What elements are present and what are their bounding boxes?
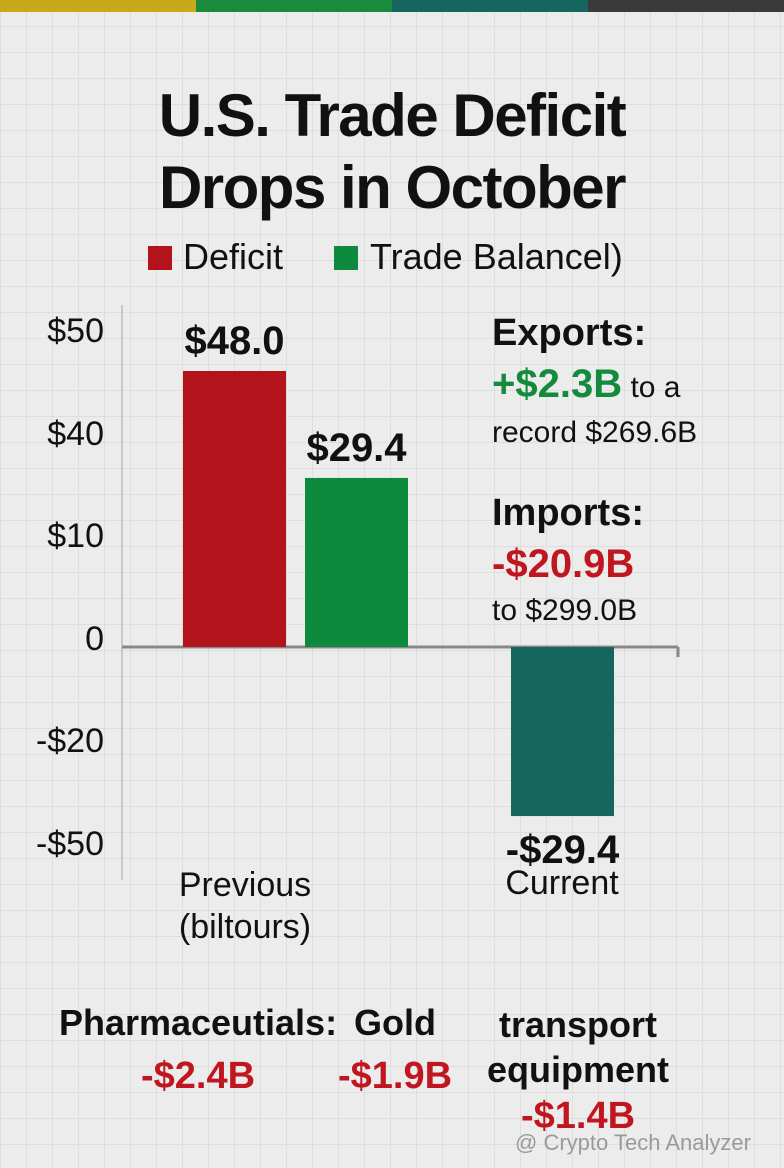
- bar: [511, 647, 614, 817]
- value-label: $29.4: [306, 425, 407, 470]
- item-value: -$2.4B: [140, 1055, 256, 1097]
- item-label: Pharmaceutials:: [58, 1002, 338, 1043]
- watermark: @ Crypto Tech Analyzer: [515, 1130, 751, 1155]
- legend-label: Trade Balancel): [370, 236, 623, 277]
- item-value: -$1.4B: [520, 1095, 636, 1137]
- y-axis-label: $40: [47, 414, 104, 453]
- title: U.S. Trade Deficit Drops in October: [158, 82, 627, 221]
- y-axis-label: -$20: [35, 722, 104, 761]
- x-tick-label: Current: [505, 864, 619, 902]
- y-axis-label: -$50: [35, 825, 104, 863]
- bar: [305, 477, 408, 647]
- legend-swatch: [148, 246, 172, 270]
- y-axis-label: 0: [85, 619, 104, 658]
- imports-change: -$20.9B: [492, 542, 635, 586]
- exports-text: record $269.6B: [492, 416, 698, 449]
- strip: [392, 0, 588, 12]
- strip: [0, 0, 196, 12]
- y-axis-label: $50: [47, 312, 104, 350]
- item-value: -$1.9B: [337, 1055, 453, 1097]
- exports-heading: Exports:: [492, 312, 647, 354]
- item-label: transport equipment: [486, 1004, 669, 1090]
- exports-change: +$2.3B: [492, 362, 623, 406]
- legend-label: Deficit: [183, 236, 284, 277]
- legend-swatch: [334, 246, 358, 270]
- imports-text: to $299.0B: [492, 594, 638, 627]
- strip: [196, 0, 392, 12]
- x-tick-label: Previous (biltours): [178, 866, 312, 946]
- imports-heading: Imports:: [492, 492, 644, 534]
- y-axis-label: $10: [47, 517, 104, 556]
- bar: [183, 371, 286, 647]
- strip: [588, 0, 784, 12]
- exports-text: to a: [630, 371, 681, 404]
- value-label: $48.0: [184, 319, 285, 363]
- value-label: -$29.4: [505, 828, 620, 873]
- item-label: Gold: [354, 1002, 436, 1043]
